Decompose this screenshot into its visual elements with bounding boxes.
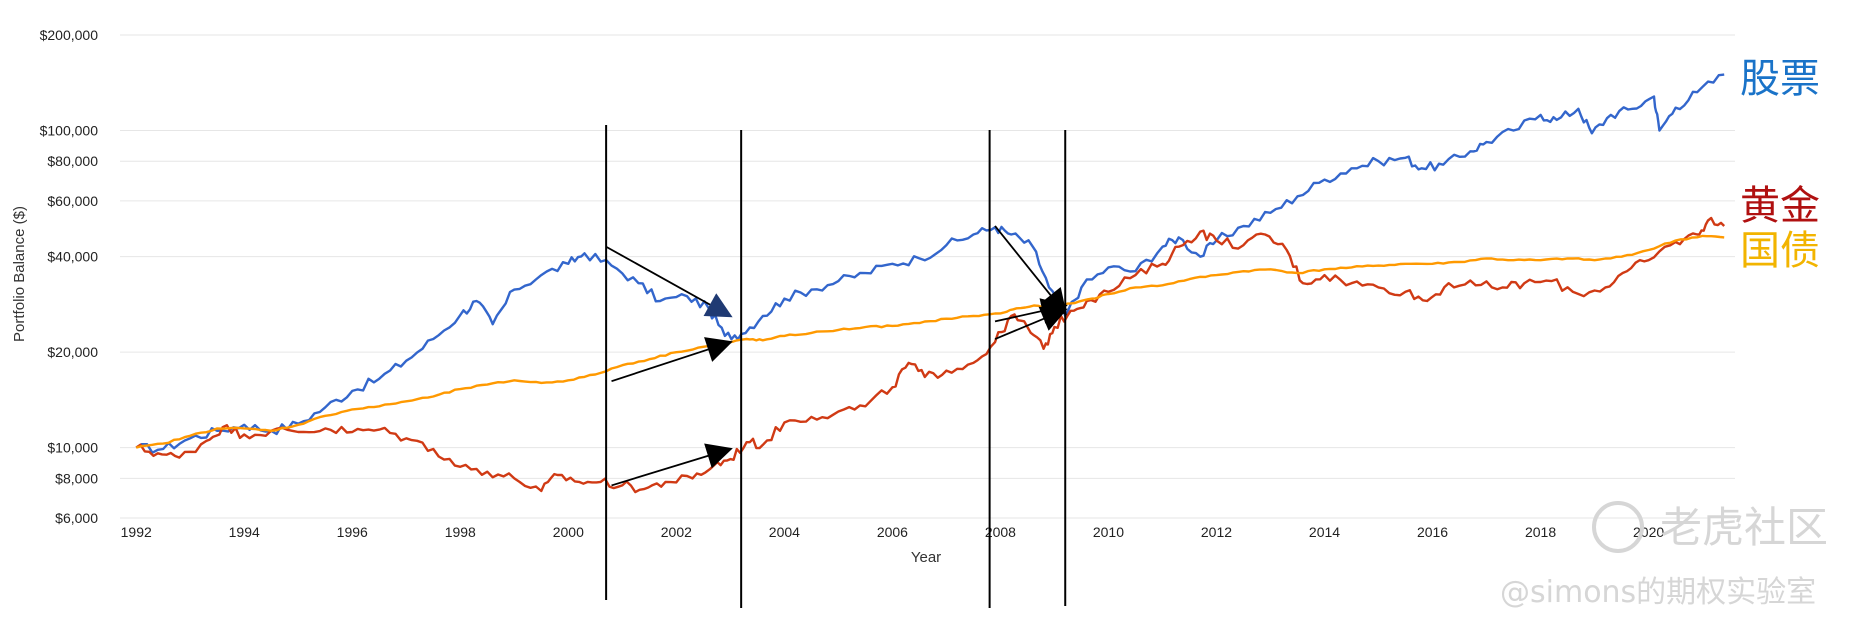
- x-tick-label: 2004: [769, 524, 800, 540]
- y-axis-ticks: $6,000 $8,000 $10,000 $20,000 $40,000 $60,000…: [40, 27, 99, 526]
- y-tick-label: $200,000: [40, 27, 99, 43]
- x-tick-label: 2006: [877, 524, 908, 540]
- annotation-arrow: [605, 245, 733, 318]
- annotation-arrow: [611, 443, 733, 487]
- annotation-arrows: [605, 225, 1068, 487]
- series-label-treasury: 国债: [1740, 228, 1820, 274]
- x-tick-label: 2016: [1417, 524, 1448, 540]
- y-tick-label: $8,000: [55, 470, 98, 486]
- series-line-gold: [135, 216, 1726, 494]
- y-tick-label: $10,000: [47, 440, 98, 456]
- x-tick-label: 2014: [1309, 524, 1340, 540]
- x-tick-label: 1994: [229, 524, 260, 540]
- grid-lines: [120, 34, 1735, 519]
- y-tick-label: $20,000: [47, 344, 98, 360]
- series-label-gold: 黄金: [1740, 183, 1820, 229]
- y-tick-label: $100,000: [40, 122, 99, 138]
- series-lines: [135, 73, 1726, 494]
- series-label-stocks: 股票: [1740, 56, 1820, 102]
- x-tick-label: 1996: [337, 524, 368, 540]
- x-tick-label: 2000: [553, 524, 584, 540]
- y-tick-label: $6,000: [55, 510, 98, 526]
- annotation-arrow: [994, 225, 1067, 316]
- series-line-treasury: [135, 234, 1725, 449]
- annotation-arrow: [994, 306, 1068, 340]
- watermark-logo-icon: [1592, 501, 1644, 553]
- y-tick-label: $60,000: [47, 193, 98, 209]
- vertical-markers: [605, 125, 1067, 608]
- x-tick-label: 2008: [985, 524, 1016, 540]
- annotation-arrow: [611, 337, 733, 383]
- x-axis-title: Year: [911, 549, 941, 566]
- series-line-stocks: [135, 73, 1725, 454]
- watermark: 老虎社区 @simons的期权实验室: [1500, 501, 1828, 610]
- watermark-brand: 老虎社区: [1660, 503, 1828, 552]
- x-tick-label: 1992: [121, 524, 152, 540]
- x-tick-label: 2012: [1201, 524, 1232, 540]
- x-tick-label: 2010: [1093, 524, 1124, 540]
- y-tick-label: $80,000: [47, 153, 98, 169]
- watermark-handle: @simons的期权实验室: [1500, 575, 1816, 610]
- y-axis-title: Portfolio Balance ($): [11, 206, 28, 342]
- x-axis-ticks: 1992 1994 1996 1998 2000 2002 2004 2006 2008 2010…: [121, 524, 1665, 540]
- x-tick-label: 2018: [1525, 524, 1556, 540]
- x-tick-label: 1998: [445, 524, 476, 540]
- x-tick-label: 2002: [661, 524, 692, 540]
- y-tick-label: $40,000: [47, 249, 98, 265]
